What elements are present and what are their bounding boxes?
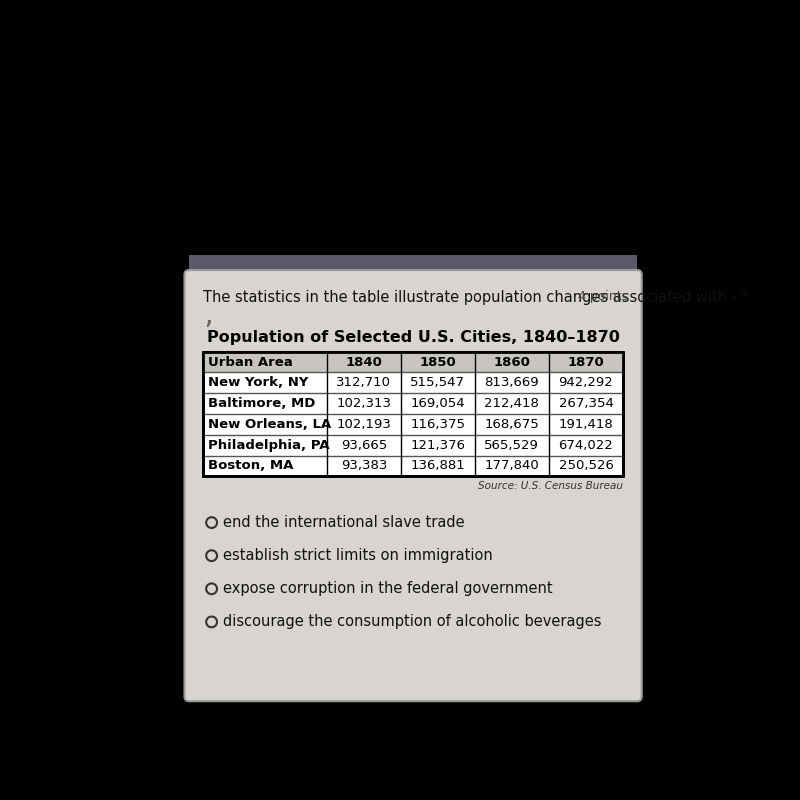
Text: 102,193: 102,193: [337, 418, 391, 431]
Text: 191,418: 191,418: [558, 418, 614, 431]
Text: Source: U.S. Census Bureau: Source: U.S. Census Bureau: [478, 481, 623, 491]
Text: 212,418: 212,418: [484, 397, 539, 410]
Text: discourage the consumption of alcoholic beverages: discourage the consumption of alcoholic …: [223, 614, 602, 630]
Text: expose corruption in the federal government: expose corruption in the federal governm…: [223, 582, 553, 596]
Text: 93,665: 93,665: [341, 438, 387, 452]
Text: 565,529: 565,529: [484, 438, 539, 452]
Text: Boston, MA: Boston, MA: [208, 459, 293, 473]
Text: 813,669: 813,669: [485, 376, 539, 390]
Text: 177,840: 177,840: [485, 459, 539, 473]
Text: 121,376: 121,376: [410, 438, 466, 452]
Text: Population of Selected U.S. Cities, 1840–1870: Population of Selected U.S. Cities, 1840…: [206, 330, 619, 345]
Text: establish strict limits on immigration: establish strict limits on immigration: [223, 548, 493, 563]
Text: 250,526: 250,526: [558, 459, 614, 473]
Text: end the international slave trade: end the international slave trade: [223, 515, 465, 530]
Text: 267,354: 267,354: [558, 397, 614, 410]
Text: 116,375: 116,375: [410, 418, 466, 431]
Text: The statistics in the table illustrate population changes associated with - *: The statistics in the table illustrate p…: [203, 290, 750, 305]
Bar: [189, 255, 637, 272]
Text: 4 points: 4 points: [578, 290, 628, 303]
Text: 674,022: 674,022: [558, 438, 614, 452]
Bar: [203, 352, 623, 373]
Text: 169,054: 169,054: [410, 397, 465, 410]
Text: Urban Area: Urban Area: [208, 355, 293, 369]
Text: 168,675: 168,675: [485, 418, 539, 431]
Text: Philadelphia, PA: Philadelphia, PA: [208, 438, 330, 452]
Text: 1860: 1860: [494, 355, 530, 369]
Text: 1870: 1870: [567, 355, 604, 369]
Text: 1840: 1840: [346, 355, 382, 369]
Text: New Orleans, LA: New Orleans, LA: [208, 418, 331, 431]
Text: 102,313: 102,313: [337, 397, 391, 410]
Text: 93,383: 93,383: [341, 459, 387, 473]
Text: ’: ’: [203, 319, 213, 348]
Text: 312,710: 312,710: [337, 376, 391, 390]
Text: 136,881: 136,881: [410, 459, 466, 473]
Text: New York, NY: New York, NY: [208, 376, 308, 390]
Text: 942,292: 942,292: [558, 376, 614, 390]
Text: Baltimore, MD: Baltimore, MD: [208, 397, 315, 410]
Bar: [203, 352, 623, 476]
FancyBboxPatch shape: [185, 270, 642, 702]
Text: 515,547: 515,547: [410, 376, 466, 390]
Text: 1850: 1850: [419, 355, 456, 369]
